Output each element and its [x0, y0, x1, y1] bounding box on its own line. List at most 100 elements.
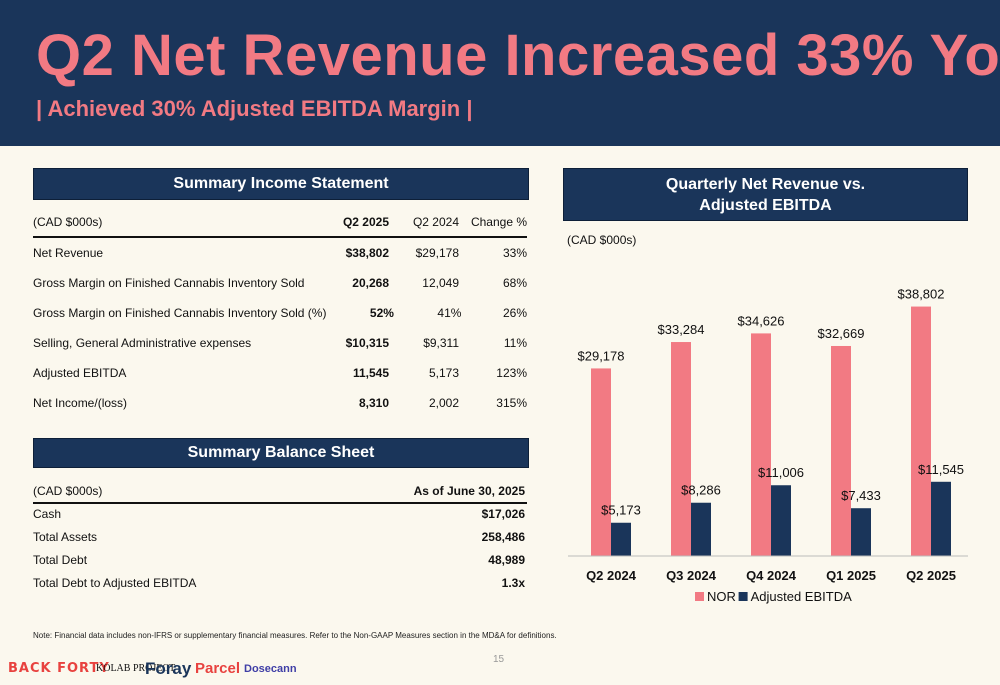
table-row: Net Income/(loss) 8,310 2,002 315% — [33, 388, 527, 418]
income-units-label: (CAD $000s) — [33, 215, 103, 229]
chart-title-line-1: Quarterly Net Revenue vs. — [665, 176, 866, 193]
row-q2-2025: 8,310 — [358, 396, 389, 410]
x-tick-label-q2-2024: Q2 2024 — [586, 568, 637, 583]
row-q2-2024: 12,049 — [422, 276, 459, 290]
bar-adjusted-ebitda-q4-2024 — [771, 485, 791, 556]
page-title: Q2 Net Revenue Increased 33% YoY — [36, 23, 1000, 88]
row-label: Gross Margin on Finished Cannabis Invent… — [33, 306, 327, 320]
bar-nor-q2-2024 — [591, 368, 611, 556]
data-label-adjusted-ebitda-q1-2025: $7,433 — [841, 488, 881, 503]
row-label: Total Debt to Adjusted EBITDA — [33, 576, 197, 590]
row-change: 26% — [502, 306, 527, 320]
data-label-nor-q1-2025: $32,669 — [818, 326, 865, 341]
row-q2-2025: $38,802 — [345, 246, 389, 260]
legend-swatch-adjusted-ebitda — [738, 592, 748, 601]
row-q2-2025: 11,545 — [352, 366, 389, 380]
x-axis-labels: Q2 2024 Q3 2024 Q4 2024 Q1 2025 Q2 2025 — [586, 568, 956, 583]
row-q2-2024: $9,311 — [423, 336, 459, 350]
logo-parcel: Parcel — [195, 660, 241, 677]
row-change: 315% — [496, 396, 527, 410]
table-row: Gross Margin on Finished Cannabis Invent… — [33, 268, 527, 298]
row-label: Net Revenue — [33, 246, 104, 260]
data-label-nor-q3-2024: $33,284 — [658, 322, 705, 337]
logo-foray: Foray — [145, 659, 192, 678]
table-row: Total Debt 48,989 — [33, 549, 525, 571]
data-label-adjusted-ebitda-q2-2025: $11,545 — [918, 462, 964, 477]
row-change: 68% — [502, 276, 527, 290]
row-q2-2024: 5,173 — [428, 366, 459, 380]
table-row: Gross Margin on Finished Cannabis Invent… — [33, 298, 527, 328]
bar-adjusted-ebitda-q2-2024 — [611, 522, 631, 556]
row-label: Net Income/(loss) — [33, 396, 128, 410]
income-statement-title: Summary Income Statement — [33, 168, 529, 200]
row-label: Total Assets — [33, 530, 98, 544]
x-tick-label-q1-2025: Q1 2025 — [826, 568, 876, 583]
row-change: 33% — [502, 246, 527, 260]
header-banner: Q2 Net Revenue Increased 33% YoY | Achie… — [0, 0, 1000, 146]
data-label-adjusted-ebitda-q4-2024: $11,006 — [758, 465, 804, 480]
row-label: Total Debt — [33, 553, 88, 567]
table-row: Total Debt to Adjusted EBITDA 1.3x — [33, 572, 525, 594]
row-value: $17,026 — [481, 507, 525, 521]
chart-legend: NOR Adjusted EBITDA — [695, 589, 852, 604]
legend-label-adjusted-ebitda: Adjusted EBITDA — [751, 589, 852, 604]
bar-adjusted-ebitda-q2-2025 — [931, 481, 951, 556]
footnote: Note: Financial data includes non-IFRS o… — [33, 631, 557, 640]
data-label-nor-q4-2024: $34,626 — [738, 313, 785, 328]
data-label-adjusted-ebitda-q3-2024: $8,286 — [681, 483, 721, 498]
row-value: 1.3x — [501, 576, 525, 590]
balance-sheet-title: Summary Balance Sheet — [33, 438, 529, 468]
column-header-as-of: As of June 30, 2025 — [413, 484, 525, 498]
row-label: Gross Margin on Finished Cannabis Invent… — [33, 276, 305, 290]
row-q2-2024: $29,178 — [415, 246, 459, 260]
balance-header-divider — [33, 502, 527, 504]
row-value: 48,989 — [488, 553, 525, 567]
x-tick-label-q4-2024: Q4 2024 — [746, 568, 797, 583]
row-q2-2025: $10,315 — [345, 336, 389, 350]
row-label: Adjusted EBITDA — [33, 366, 127, 380]
balance-sheet-header: (CAD $000s) As of June 30, 2025 — [33, 480, 525, 502]
data-label-adjusted-ebitda-q2-2024: $5,173 — [601, 503, 641, 518]
x-tick-label-q3-2024: Q3 2024 — [666, 568, 717, 583]
bar-nor-q1-2025 — [831, 345, 851, 556]
row-label: Selling, General Administrative expenses — [33, 336, 252, 350]
bar-nor-q2-2025 — [911, 306, 931, 556]
chart-title-line-2: Adjusted EBITDA — [699, 197, 832, 214]
bar-nor-q4-2024 — [751, 333, 771, 556]
x-tick-label-q2-2025: Q2 2025 — [906, 568, 956, 583]
row-value: 258,486 — [481, 530, 525, 544]
logo-kolab-project: KOLAB PROJECT — [96, 663, 176, 674]
table-row: Adjusted EBITDA 11,545 5,173 123% — [33, 358, 527, 388]
table-row: Total Assets 258,486 — [33, 526, 525, 548]
column-header-change: Change % — [470, 215, 527, 229]
bar-nor-q3-2024 — [671, 342, 691, 556]
row-q2-2024: 41% — [437, 306, 462, 320]
column-header-q2-2024: Q2 2024 — [412, 215, 459, 229]
page-number: 15 — [493, 654, 505, 665]
legend-label-nor: NOR — [707, 589, 736, 604]
bar-adjusted-ebitda-q1-2025 — [851, 508, 871, 556]
chart-bars: $29,178 $5,173 $33,284 $8,286 $34,626 $11,006… — [578, 287, 964, 556]
table-row: Cash $17,026 — [33, 503, 525, 525]
data-label-nor-q2-2024: $29,178 — [578, 348, 625, 363]
chart-title: Quarterly Net Revenue vs. Adjusted EBITD… — [563, 168, 968, 221]
bar-adjusted-ebitda-q3-2024 — [691, 502, 711, 556]
row-q2-2024: 2,002 — [428, 396, 459, 410]
column-header-q2-2025: Q2 2025 — [342, 215, 389, 229]
income-statement-header: (CAD $000s) Q2 2025 Q2 2024 Change % — [33, 207, 527, 237]
row-label: Cash — [33, 507, 62, 521]
row-q2-2025: 52% — [369, 306, 394, 320]
balance-units-label: (CAD $000s) — [33, 484, 103, 498]
legend-swatch-nor — [695, 592, 704, 601]
row-change: 11% — [503, 336, 527, 350]
chart-units-label: (CAD $000s) — [567, 233, 636, 247]
page-subtitle: | Achieved 30% Adjusted EBITDA Margin | — [36, 96, 473, 121]
table-row: Net Revenue $38,802 $29,178 33% — [33, 238, 527, 268]
logo-dosecann: Dosecann — [244, 663, 297, 675]
row-change: 123% — [496, 366, 527, 380]
revenue-ebitda-chart: (CAD $000s) $29,178 $5,173 $33,284 $8,286 $3… — [567, 233, 968, 604]
logo-back-forty: BACK FORTY — [8, 661, 110, 676]
income-header-divider — [33, 236, 527, 238]
table-row: Selling, General Administrative expenses… — [33, 328, 527, 358]
data-label-nor-q2-2025: $38,802 — [898, 287, 945, 302]
